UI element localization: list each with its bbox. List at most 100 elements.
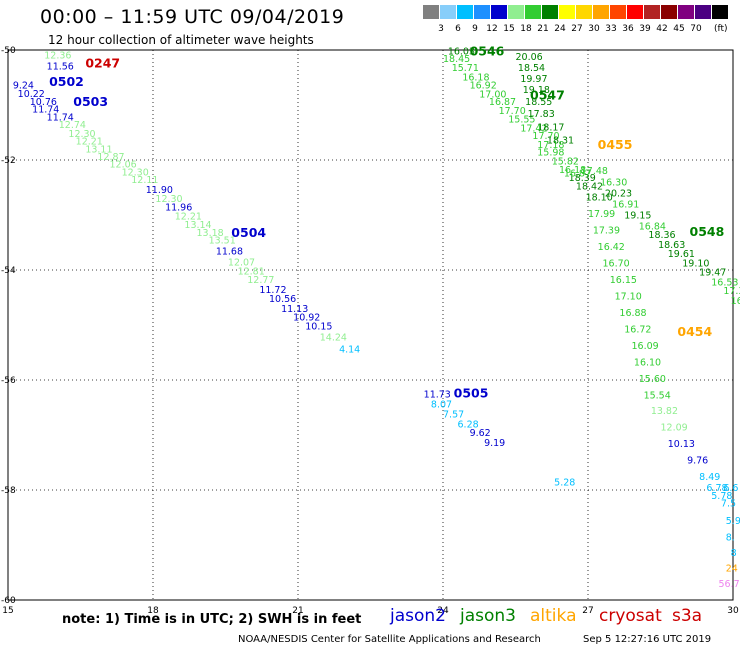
- swh-value: 16.30: [600, 177, 627, 188]
- swh-value: 17.99: [588, 209, 615, 220]
- swh-value: 16.87: [564, 169, 591, 180]
- swh-value: 17.42: [520, 123, 547, 134]
- swh-value: 9.19: [484, 438, 505, 449]
- scale-label: 39: [639, 24, 651, 34]
- swh-value: 16.09: [632, 341, 659, 352]
- scale-swatch: [661, 5, 677, 19]
- pass-label: 0504: [231, 225, 266, 240]
- pass-label: 0455: [598, 137, 633, 152]
- swh-value: 11.90: [146, 185, 173, 196]
- scale-label: 33: [605, 24, 617, 34]
- swh-value: 7.57: [443, 409, 464, 420]
- swh-value: 12.11: [131, 175, 158, 186]
- swh-value: 8.: [726, 533, 735, 544]
- swh-value: 15.60: [639, 374, 666, 385]
- swh-value: 12.07: [228, 258, 255, 269]
- swh-value: 16.15: [610, 275, 637, 286]
- swh-value: 17.70: [532, 131, 559, 142]
- swh-value: 16.88: [619, 308, 646, 319]
- swh-value: 16.91: [612, 199, 639, 210]
- scale-label: 18: [520, 24, 532, 34]
- swh-value: 16.84: [639, 221, 666, 232]
- swh-value: 16.42: [598, 242, 625, 253]
- scale-swatch: [542, 5, 558, 19]
- page-subtitle: 12 hour collection of altimeter wave hei…: [48, 33, 314, 47]
- swh-value: 16.03: [448, 46, 475, 57]
- swh-value: 19.10: [682, 259, 709, 270]
- pass-label: 0505: [454, 386, 489, 401]
- scale-swatch: [695, 5, 711, 19]
- swh-value: 56.7: [719, 579, 740, 590]
- swh-value: 17.83: [528, 109, 555, 120]
- swh-value: 10.15: [305, 321, 332, 332]
- scale-label: 21: [537, 24, 549, 34]
- scale-label: 6: [455, 24, 461, 34]
- scale-swatch: [474, 5, 490, 19]
- swh-value: 11.73: [424, 390, 451, 401]
- pass-label: 0502: [49, 74, 84, 89]
- swh-value: 6.6: [723, 483, 738, 494]
- x-tick-label: 18: [147, 606, 159, 616]
- swh-value: 10.92: [293, 313, 320, 324]
- swh-value: 18.17: [537, 122, 564, 133]
- swh-value: 12.87: [97, 152, 124, 163]
- scale-swatch: [440, 5, 456, 19]
- swh-value: 13.14: [184, 220, 211, 231]
- scale-swatch: [610, 5, 626, 19]
- swh-value: 10.22: [18, 89, 45, 100]
- swh-value: 18.45: [443, 54, 470, 65]
- scale-swatch: [593, 5, 609, 19]
- swh-value: 13.11: [85, 144, 112, 155]
- scale-label: 12: [486, 24, 498, 34]
- scale-label: 15: [503, 24, 515, 34]
- swh-value: 12.21: [76, 137, 103, 148]
- scale-swatch: [627, 5, 643, 19]
- scale-swatch: [525, 5, 541, 19]
- swh-value: 18.55: [525, 97, 552, 108]
- swh-value: 9.24: [13, 81, 34, 92]
- swh-value: 11.74: [32, 105, 59, 116]
- scale-label: 27: [571, 24, 583, 34]
- swh-value: 15.98: [537, 148, 564, 159]
- plot-frame: [7, 49, 734, 601]
- scale-swatch: [576, 5, 592, 19]
- swh-value: 14.24: [320, 332, 347, 343]
- swh-value: 10.56: [269, 294, 296, 305]
- x-tick-label: 21: [292, 606, 303, 616]
- scale-label: 36: [622, 24, 634, 34]
- swh-value: 16: [731, 296, 740, 307]
- swh-value: 12.06: [110, 160, 137, 171]
- scale-swatch: [457, 5, 473, 19]
- swh-value: 8.49: [699, 472, 720, 483]
- y-tick-label: -52: [1, 156, 16, 166]
- swh-value: 11.72: [259, 285, 286, 296]
- scale-swatch: [712, 5, 728, 19]
- swh-value: 16.18: [462, 72, 489, 83]
- scale-label: 9: [472, 24, 478, 34]
- swh-value: 12.36: [44, 50, 71, 61]
- pass-label: 0547: [530, 88, 565, 103]
- swh-value: 5.78: [711, 491, 732, 502]
- swh-value: 13.82: [651, 406, 678, 417]
- swh-value: 17.3: [723, 286, 740, 297]
- swh-value: 9.62: [470, 428, 491, 439]
- chart-note: note: 1) Time is in UTC; 2) SWH is in fe…: [62, 612, 362, 627]
- swh-value: 17.18: [537, 140, 564, 151]
- x-tick-label: 24: [437, 606, 449, 616]
- swh-value: 11.96: [165, 203, 192, 214]
- scale-swatch: [678, 5, 694, 19]
- swh-value: 12.74: [59, 120, 86, 131]
- swh-value: 12.30: [122, 167, 149, 178]
- swh-value: 5.28: [554, 478, 575, 489]
- swh-value: 20.23: [605, 188, 632, 199]
- swh-value: 10.13: [668, 439, 695, 450]
- swh-value: 15.71: [452, 63, 479, 74]
- swh-value: 12.30: [155, 194, 182, 205]
- y-tick-label: -56: [1, 376, 16, 386]
- swh-value: 11.13: [281, 304, 308, 315]
- footer-timestamp: Sep 5 12:27:16 UTC 2019: [583, 634, 712, 645]
- swh-value: 4.14: [339, 345, 360, 356]
- swh-value: 11.74: [47, 112, 74, 123]
- swh-value: 17.39: [593, 226, 620, 237]
